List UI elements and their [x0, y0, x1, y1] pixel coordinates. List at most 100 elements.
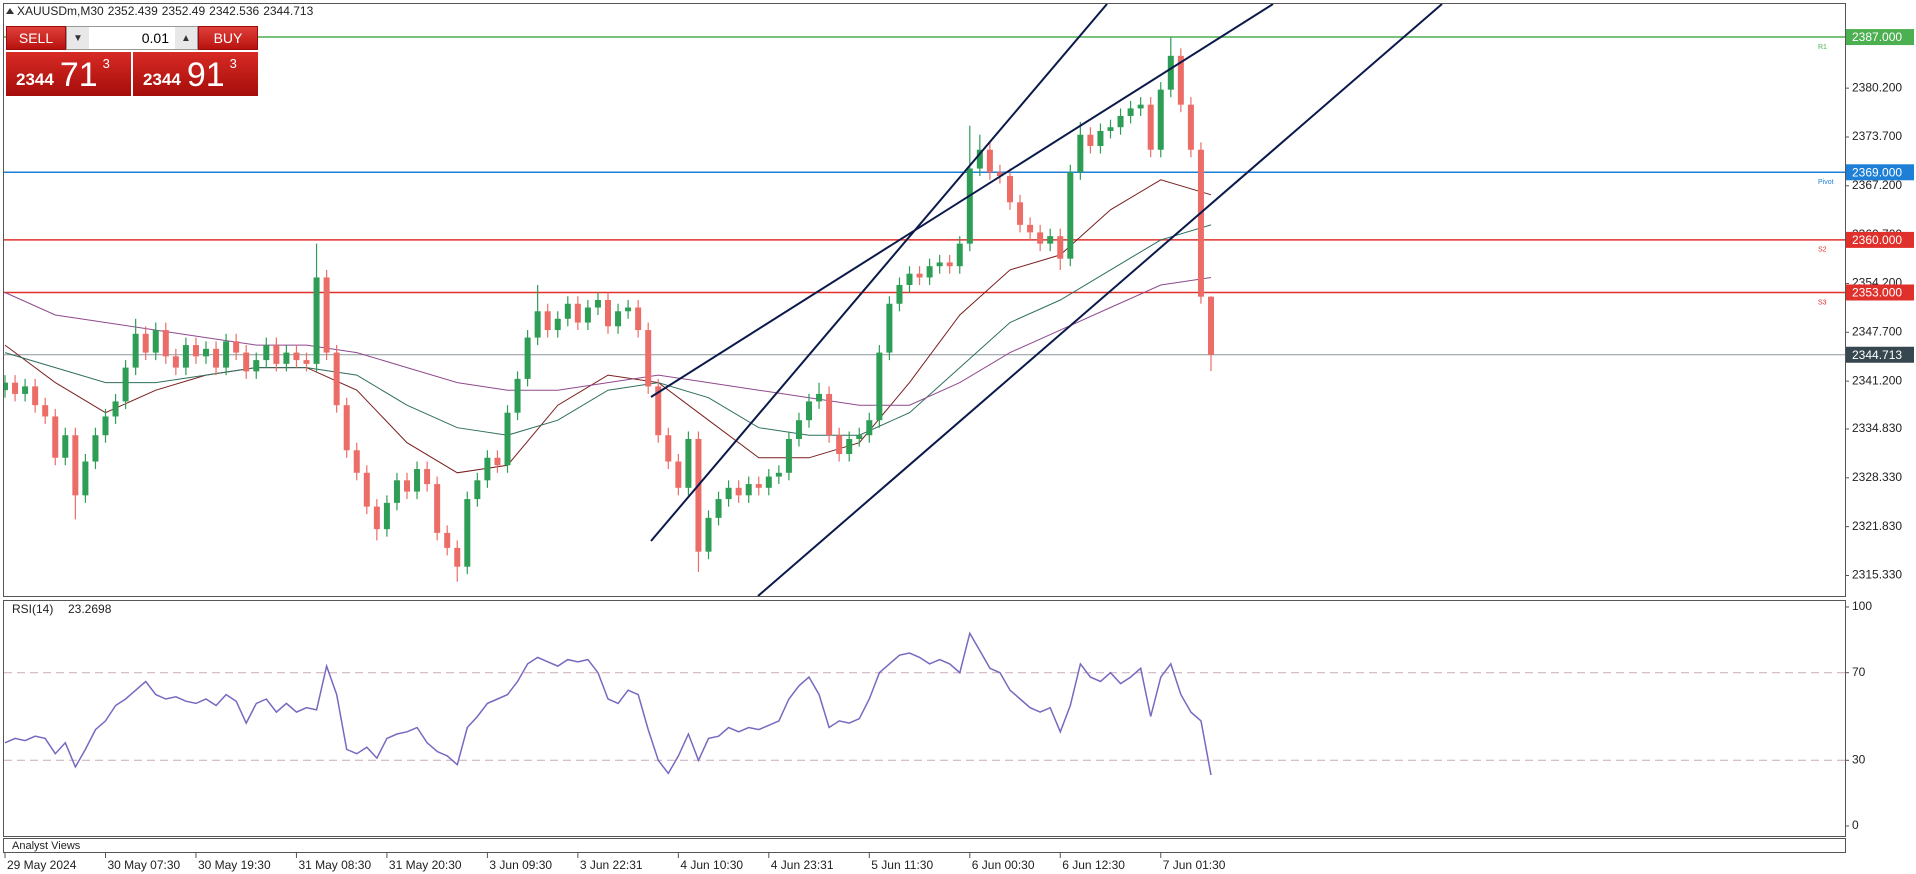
candle-body: [383, 502, 390, 530]
candle-body: [434, 484, 441, 533]
candle-body: [1208, 296, 1214, 355]
candle-body: [836, 435, 843, 455]
lot-box: ▼ 0.01 ▲: [66, 26, 198, 50]
candle-body: [1017, 202, 1024, 225]
candle-body: [1197, 149, 1204, 297]
level-label-bg: [1846, 164, 1914, 181]
candle-body: [122, 367, 129, 402]
sell-button[interactable]: SELL: [6, 26, 66, 50]
level-label-bg: [1846, 231, 1914, 248]
candle-body: [1147, 104, 1154, 150]
moving-average: [4, 224, 1212, 436]
level-tag: R1: [1818, 44, 1827, 51]
bid-price[interactable]: 2344 71 3: [6, 52, 131, 96]
rsi-title: RSI(14): [12, 602, 53, 616]
candle-body: [1087, 134, 1094, 146]
y-tick-label: 2380.200: [1852, 80, 1902, 94]
candle-body: [112, 401, 119, 417]
candle-body: [414, 469, 421, 492]
candles: [4, 37, 1214, 582]
candle-body: [876, 352, 883, 421]
level-label: 2360.000: [1852, 233, 1902, 247]
candle-body: [675, 461, 682, 488]
candle-body: [62, 435, 69, 458]
candle-body: [132, 333, 139, 368]
moving-averages: [4, 179, 1212, 474]
candle-body: [182, 345, 189, 368]
candle-body: [524, 337, 531, 379]
candle-body: [72, 435, 79, 496]
rsi-tick-label: 0: [1852, 818, 1859, 832]
candle-body: [605, 300, 611, 327]
candle-body: [1077, 134, 1084, 173]
candle-body: [534, 311, 541, 338]
level-tag: S3: [1818, 299, 1827, 306]
bid-big: 2344: [16, 70, 54, 89]
y-tick-label: 2367.200: [1852, 178, 1902, 192]
candle-body: [32, 386, 39, 406]
candle-body: [1067, 172, 1074, 259]
channel-line: [650, 4, 1108, 542]
candle-body: [12, 382, 19, 394]
candle-body: [233, 341, 240, 353]
candle-body: [946, 262, 953, 267]
candle-body: [896, 284, 903, 304]
candle-body: [1167, 55, 1174, 90]
lot-up[interactable]: ▲: [175, 27, 197, 49]
candle-body: [856, 435, 863, 439]
candle-body: [665, 435, 672, 462]
bar-high: 2352.49: [161, 4, 206, 18]
candle-body: [735, 487, 742, 496]
candle-body: [886, 303, 893, 353]
moving-average: [4, 277, 1212, 406]
candle-body: [454, 547, 461, 567]
candle-body: [685, 438, 692, 488]
candle-body: [1027, 224, 1034, 233]
candle-body: [936, 262, 943, 267]
rsi-tick-label: 70: [1852, 665, 1866, 679]
candle-body: [373, 506, 380, 530]
collapse-icon[interactable]: [6, 7, 14, 15]
candle-body: [92, 435, 99, 462]
lot-down[interactable]: ▼: [67, 27, 89, 49]
rsi-tick-label: 100: [1852, 599, 1872, 613]
level-label: 2353.000: [1852, 286, 1902, 300]
candle-body: [22, 386, 29, 394]
candle-body: [846, 438, 853, 455]
candle-body: [625, 307, 632, 312]
candle-body: [1187, 104, 1194, 150]
candle-body: [755, 484, 762, 488]
candle-body: [263, 345, 270, 361]
y-tick-label: 2341.200: [1852, 373, 1902, 387]
channel-line: [650, 4, 1274, 398]
candle-body: [253, 360, 260, 372]
level-label: 2369.000: [1852, 165, 1902, 179]
candle-body: [172, 356, 179, 368]
candle-body: [926, 266, 933, 278]
candle-body: [775, 472, 782, 477]
candle-body: [343, 405, 350, 451]
candle-body: [393, 480, 400, 503]
candle-body: [715, 499, 722, 518]
candle-body: [303, 360, 310, 364]
candle-body: [102, 416, 109, 436]
candle-body: [544, 311, 551, 331]
candle-body: [464, 499, 471, 567]
candle-body: [1137, 104, 1144, 109]
candle-body: [1097, 130, 1104, 146]
x-tick-label: 31 May 08:30: [298, 858, 371, 872]
header: XAUUSDm,M30 2352.439 2352.49 2342.536 2344.7…: [6, 4, 317, 18]
ask-mid: 91: [186, 56, 225, 94]
y-tick-label: 2315.330: [1852, 568, 1902, 582]
candle-body: [363, 472, 370, 507]
candle-body: [52, 416, 59, 458]
lot-input[interactable]: 0.01: [141, 30, 169, 46]
candle-body: [655, 386, 662, 436]
candle-body: [82, 461, 89, 496]
candle-body: [564, 303, 571, 319]
bid-label-bg: [1846, 346, 1914, 363]
buy-button[interactable]: BUY: [198, 26, 258, 50]
ask-price[interactable]: 2344 91 3: [133, 52, 258, 96]
